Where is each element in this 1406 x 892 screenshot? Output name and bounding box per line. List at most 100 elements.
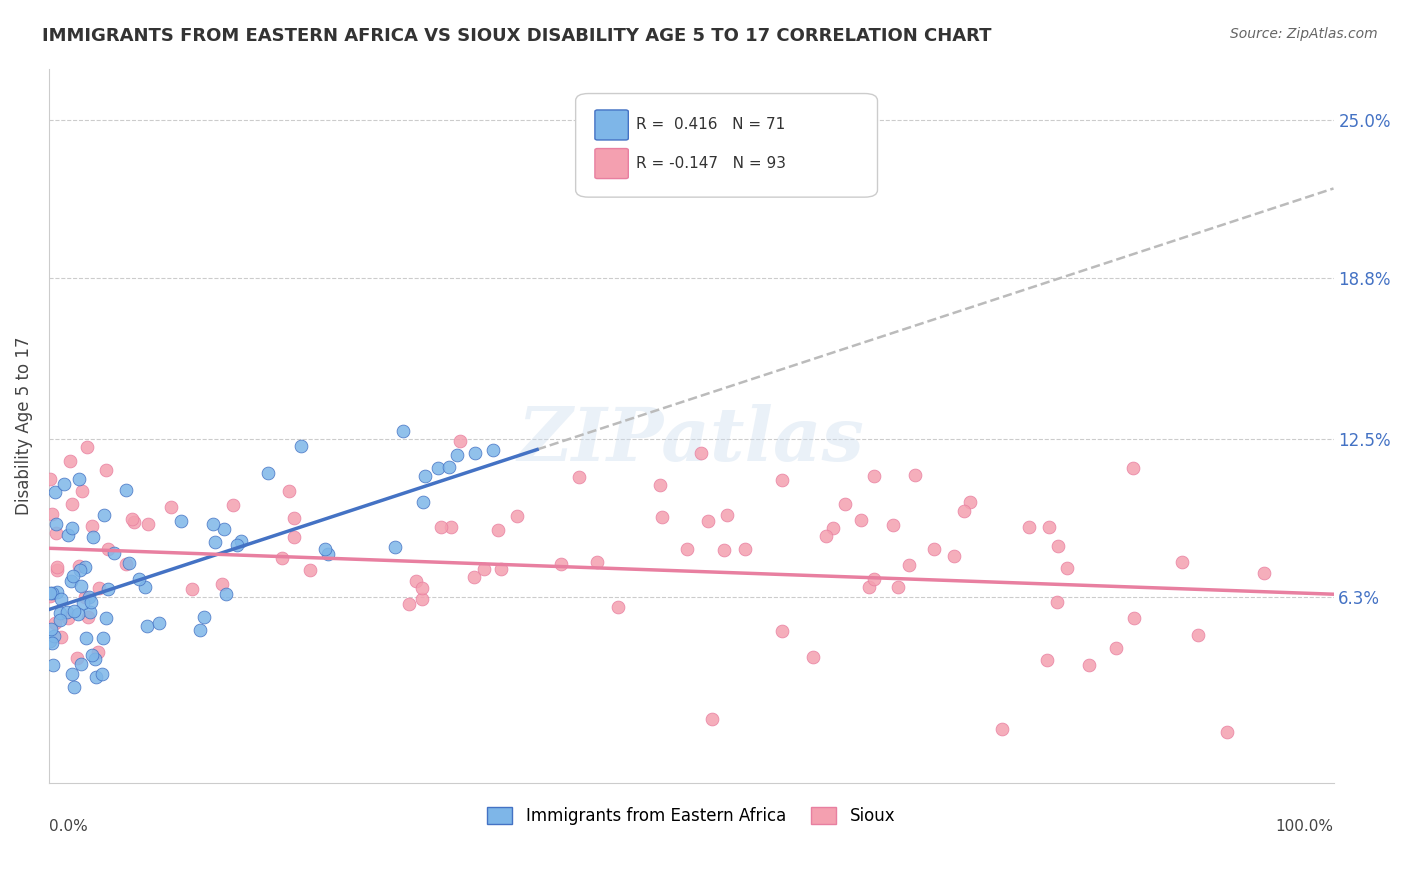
Point <box>148 615 170 630</box>
Point <box>46 563 69 577</box>
Point <box>411 581 433 595</box>
Point <box>51 630 73 644</box>
Y-axis label: Disability Age 5 to 17: Disability Age 5 to 17 <box>15 336 32 515</box>
Point <box>391 424 413 438</box>
Point <box>136 619 159 633</box>
Point <box>1046 595 1069 609</box>
Point <box>82 531 104 545</box>
Point <box>887 580 910 594</box>
Point <box>87 581 110 595</box>
Point <box>122 515 145 529</box>
Point <box>69 579 91 593</box>
Point <box>134 580 156 594</box>
Point <box>215 587 238 601</box>
Text: R = -0.147   N = 93: R = -0.147 N = 93 <box>636 156 786 171</box>
Point <box>91 631 114 645</box>
Text: ZIPatlas: ZIPatlas <box>517 404 865 476</box>
Point <box>405 574 427 589</box>
Point <box>41 585 63 599</box>
Point <box>991 722 1014 736</box>
Text: 0.0%: 0.0% <box>49 819 87 834</box>
Point <box>77 609 100 624</box>
Point <box>697 514 720 528</box>
Point <box>114 558 136 572</box>
Point <box>49 607 72 621</box>
Point <box>882 518 904 533</box>
Point <box>316 547 339 561</box>
Point <box>413 469 436 483</box>
Point <box>770 473 793 487</box>
Point <box>412 495 434 509</box>
Point <box>1171 555 1194 569</box>
Point <box>204 534 226 549</box>
Text: 100.0%: 100.0% <box>1275 819 1333 834</box>
Point <box>506 509 529 524</box>
Point <box>94 611 117 625</box>
Point <box>814 528 837 542</box>
Point <box>229 534 252 549</box>
Point <box>77 590 100 604</box>
FancyBboxPatch shape <box>595 110 628 140</box>
Point <box>128 572 150 586</box>
Point <box>70 657 93 671</box>
Point <box>80 648 103 663</box>
Point <box>70 483 93 498</box>
Point <box>449 434 471 449</box>
Point <box>257 466 280 480</box>
Point <box>922 541 945 556</box>
Point <box>59 454 82 468</box>
Point <box>283 511 305 525</box>
Point <box>384 540 406 554</box>
Point <box>1056 560 1078 574</box>
Point <box>648 478 671 492</box>
Point <box>690 446 713 460</box>
Text: IMMIGRANTS FROM EASTERN AFRICA VS SIOUX DISABILITY AGE 5 TO 17 CORRELATION CHART: IMMIGRANTS FROM EASTERN AFRICA VS SIOUX … <box>42 27 991 45</box>
Point <box>713 542 735 557</box>
Point <box>67 607 90 622</box>
Point <box>464 446 486 460</box>
Point <box>486 523 509 537</box>
Point <box>1105 640 1128 655</box>
Point <box>463 570 485 584</box>
Point <box>849 513 872 527</box>
Point <box>63 680 86 694</box>
Point <box>90 667 112 681</box>
Point <box>959 495 981 509</box>
Point <box>67 472 90 486</box>
Point <box>222 498 245 512</box>
Point <box>1018 520 1040 534</box>
FancyBboxPatch shape <box>575 94 877 197</box>
Point <box>73 590 96 604</box>
Point <box>277 484 299 499</box>
Point <box>83 652 105 666</box>
Point <box>193 610 215 624</box>
Point <box>904 467 927 482</box>
Point <box>858 580 880 594</box>
Point <box>898 558 921 573</box>
Point <box>46 584 69 599</box>
Point <box>1216 725 1239 739</box>
Point <box>568 469 591 483</box>
Point <box>283 530 305 544</box>
Point <box>491 562 513 576</box>
Point <box>801 650 824 665</box>
Point <box>56 611 79 625</box>
Point <box>76 440 98 454</box>
Point <box>118 557 141 571</box>
Point <box>734 542 756 557</box>
Point <box>39 589 62 603</box>
Point <box>39 586 62 600</box>
Point <box>226 538 249 552</box>
Point <box>1187 628 1209 642</box>
Point <box>446 448 468 462</box>
Point <box>45 526 67 541</box>
Point <box>79 605 101 619</box>
Text: Source: ZipAtlas.com: Source: ZipAtlas.com <box>1230 27 1378 41</box>
Point <box>80 595 103 609</box>
Point <box>211 576 233 591</box>
Point <box>121 512 143 526</box>
Point <box>863 572 886 586</box>
Point <box>97 582 120 596</box>
Point <box>482 443 505 458</box>
Point <box>821 520 844 534</box>
